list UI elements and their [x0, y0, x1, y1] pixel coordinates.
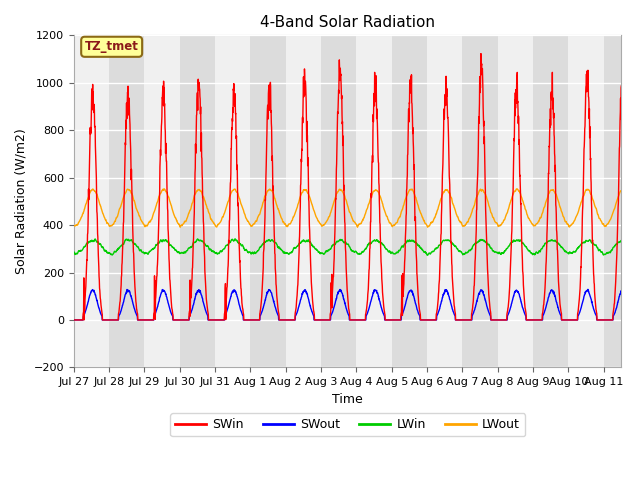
Text: TZ_tmet: TZ_tmet [84, 40, 139, 53]
LWout [102, 217, 110, 223]
LWout [351, 219, 358, 225]
SWin [70, 317, 77, 323]
Bar [145, 36, 180, 367]
Bar [250, 36, 285, 367]
Bar [604, 36, 621, 367]
Bar [621, 36, 639, 367]
Bar [498, 36, 533, 367]
LWout [599, 221, 607, 227]
Bar [109, 36, 145, 367]
Bar [462, 36, 498, 367]
LWin [102, 249, 110, 254]
Line: SWout: SWout [74, 289, 621, 320]
LWout [429, 217, 437, 223]
SWout [429, 317, 437, 323]
SWout [413, 305, 420, 311]
Bar [215, 36, 250, 367]
Bar [180, 36, 215, 367]
LWout [513, 186, 521, 192]
SWin [413, 259, 420, 264]
Bar [533, 36, 568, 367]
SWin [102, 317, 110, 323]
Legend: SWin, SWout, LWin, LWout: SWin, SWout, LWin, LWout [170, 413, 525, 436]
SWout [618, 288, 625, 294]
Line: LWin: LWin [74, 239, 621, 255]
LWin [413, 240, 420, 246]
LWout [354, 224, 362, 230]
LWin [534, 250, 541, 256]
LWin [424, 252, 431, 258]
LWin [430, 249, 438, 254]
SWin [477, 51, 484, 57]
Line: LWout: LWout [74, 189, 621, 227]
LWout [618, 188, 625, 194]
Line: SWin: SWin [74, 54, 621, 320]
LWin [70, 249, 77, 255]
Bar [392, 36, 427, 367]
Title: 4-Band Solar Radiation: 4-Band Solar Radiation [260, 15, 435, 30]
SWout [598, 317, 606, 323]
Bar [356, 36, 392, 367]
Bar [568, 36, 604, 367]
LWin [599, 251, 607, 256]
LWout [70, 223, 77, 228]
X-axis label: Time: Time [332, 393, 363, 406]
Bar [427, 36, 462, 367]
LWout [534, 220, 541, 226]
SWout [584, 287, 592, 292]
SWin [351, 317, 358, 323]
LWin [351, 249, 358, 255]
SWout [102, 317, 110, 323]
LWout [413, 199, 420, 204]
Y-axis label: Solar Radiation (W/m2): Solar Radiation (W/m2) [15, 129, 28, 274]
Bar [74, 36, 109, 367]
SWout [351, 317, 358, 323]
SWout [533, 317, 541, 323]
Bar [321, 36, 356, 367]
SWin [618, 83, 625, 89]
LWin [194, 236, 202, 242]
LWin [618, 238, 625, 244]
SWout [70, 317, 77, 323]
SWin [534, 317, 541, 323]
SWin [429, 317, 437, 323]
Bar [285, 36, 321, 367]
SWin [598, 317, 606, 323]
